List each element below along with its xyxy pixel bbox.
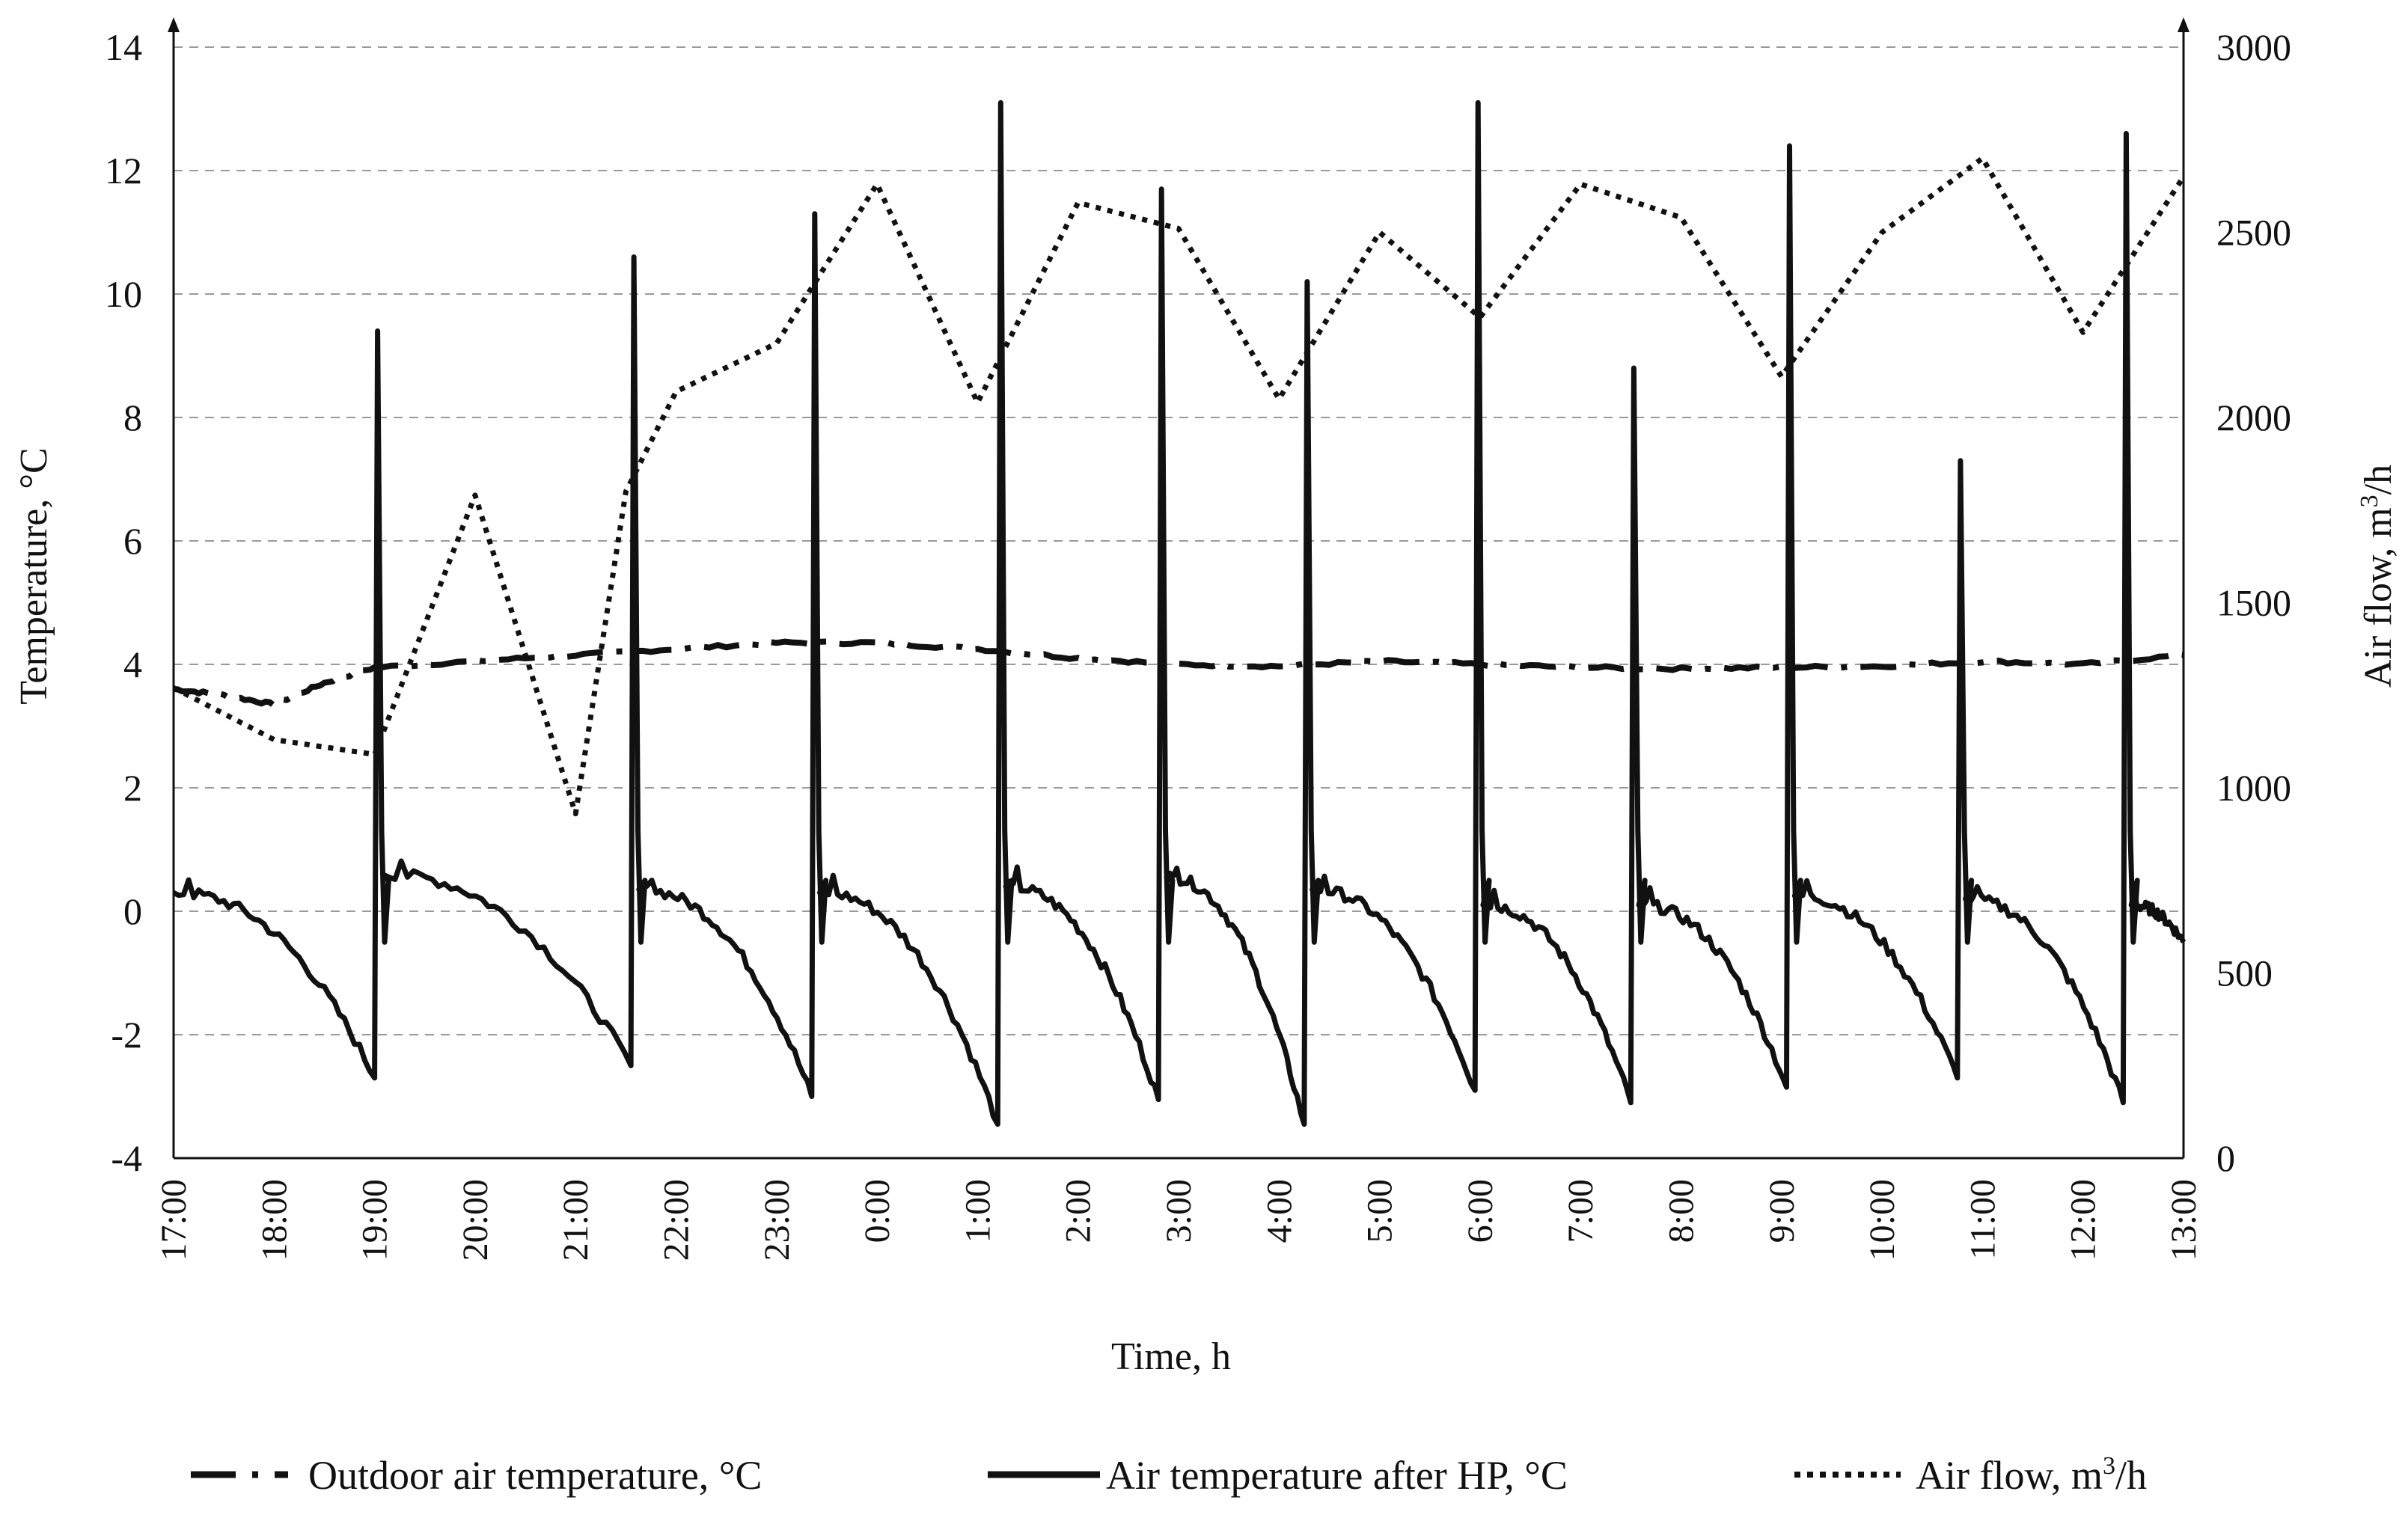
y-axis-right-title-base: Air flow, m <box>2357 507 2400 688</box>
y-left-tick-label: 14 <box>105 26 142 68</box>
gridlines <box>174 46 2184 1035</box>
x-tick-label: 17:00 <box>154 1179 194 1261</box>
tick-labels: 14121086420-2-43000250020001500100050001… <box>105 26 2291 1261</box>
y-left-tick-label: 2 <box>123 767 142 809</box>
legend-label-air-flow-tail: /h <box>2115 1453 2147 1498</box>
x-tick-label: 22:00 <box>657 1179 697 1261</box>
y-axis-right-title-tail: /h <box>2357 465 2400 495</box>
legend-label-air-flow-sup: 3 <box>2103 1452 2115 1480</box>
legend: Outdoor air temperature, °C Air temperat… <box>191 1452 2147 1498</box>
x-tick-label: 8:00 <box>1662 1179 1702 1243</box>
y-axis-right-title-sup: 3 <box>2356 495 2383 507</box>
legend-item-air-flow: Air flow, m3/h <box>1794 1452 2147 1498</box>
legend-item-outdoor: Outdoor air temperature, °C <box>191 1453 762 1498</box>
y-right-tick-label: 3000 <box>2216 26 2291 68</box>
x-tick-label: 9:00 <box>1762 1179 1802 1243</box>
x-tick-label: 20:00 <box>456 1179 495 1261</box>
x-axis-title: Time, h <box>1111 1335 1231 1378</box>
x-tick-label: 13:00 <box>2164 1179 2204 1261</box>
x-tick-label: 1:00 <box>958 1179 997 1243</box>
y-right-tick-label: 500 <box>2216 952 2273 994</box>
axes <box>168 17 2189 1160</box>
x-tick-label: 18:00 <box>254 1179 294 1261</box>
series-layer <box>172 100 2187 1127</box>
x-tick-label: 11:00 <box>1963 1179 2002 1260</box>
series-line-air-temperature-after-hp <box>172 100 2187 1127</box>
y-left-tick-label: 12 <box>105 150 142 192</box>
x-tick-label: 5:00 <box>1360 1179 1400 1243</box>
x-tick-label: 19:00 <box>355 1179 395 1261</box>
x-tick-label: 4:00 <box>1259 1179 1299 1243</box>
y-left-tick-label: 0 <box>123 890 142 932</box>
legend-label-air-flow-base: Air flow, m <box>1916 1453 2103 1498</box>
y-right-tick-label: 1500 <box>2216 582 2291 624</box>
y-left-tick-label: -4 <box>111 1137 142 1179</box>
x-tick-label: 6:00 <box>1461 1179 1500 1243</box>
series-line-air-flow <box>172 156 2186 817</box>
series-line-outdoor-air-temperature <box>173 638 2184 709</box>
x-tick-label: 0:00 <box>858 1179 897 1243</box>
y-right-tick-label: 2000 <box>2216 397 2291 438</box>
y-right-tick-label: 0 <box>2216 1137 2235 1179</box>
y-left-tick-label: -2 <box>111 1014 142 1056</box>
x-tick-label: 23:00 <box>757 1179 797 1261</box>
x-tick-label: 7:00 <box>1561 1179 1601 1243</box>
x-tick-label: 12:00 <box>2064 1179 2103 1261</box>
x-tick-label: 2:00 <box>1059 1179 1098 1243</box>
y-left-tick-label: 4 <box>123 643 142 685</box>
x-tick-label: 10:00 <box>1862 1179 1902 1261</box>
y-right-tick-label: 1000 <box>2216 767 2291 809</box>
y-left-tick-label: 6 <box>123 520 142 562</box>
y-left-tick-label: 10 <box>105 273 142 315</box>
y-right-tick-label: 2500 <box>2216 212 2291 254</box>
y-axis-left-title: Temperature, °C <box>13 447 55 704</box>
legend-label-air-flow: Air flow, m3/h <box>1916 1452 2147 1498</box>
y-axis-right-title: Air flow, m3/h <box>2356 465 2400 688</box>
x-tick-label: 21:00 <box>556 1179 596 1261</box>
y-left-tick-label: 8 <box>123 397 142 438</box>
legend-label-after-hp: Air temperature after HP, °C <box>1106 1453 1568 1498</box>
legend-label-outdoor: Outdoor air temperature, °C <box>308 1453 762 1498</box>
x-tick-label: 3:00 <box>1159 1179 1199 1243</box>
legend-item-after-hp: Air temperature after HP, °C <box>988 1453 1568 1498</box>
